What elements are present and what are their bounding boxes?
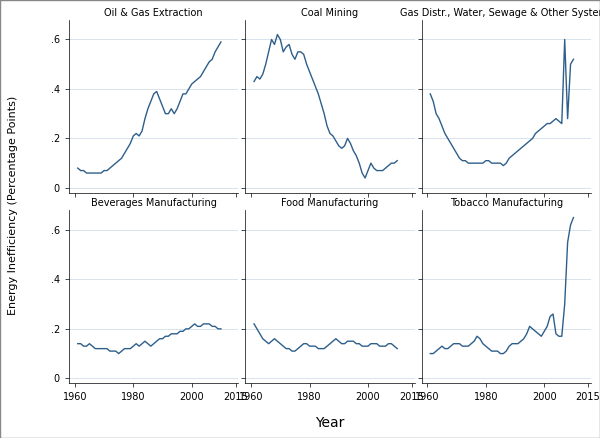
Title: Coal Mining: Coal Mining (301, 7, 359, 18)
Title: Food Manufacturing: Food Manufacturing (281, 198, 379, 208)
Title: Gas Distr., Water, Sewage & Other Systems: Gas Distr., Water, Sewage & Other System… (400, 7, 600, 18)
Text: Year: Year (316, 416, 344, 430)
Title: Tobacco Manufacturing: Tobacco Manufacturing (449, 198, 563, 208)
Text: Energy Inefficiency (Percentage Points): Energy Inefficiency (Percentage Points) (8, 96, 18, 315)
Title: Beverages Manufacturing: Beverages Manufacturing (91, 198, 217, 208)
Title: Oil & Gas Extraction: Oil & Gas Extraction (104, 7, 203, 18)
